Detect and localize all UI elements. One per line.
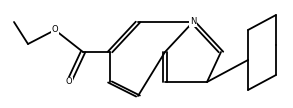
Text: O: O xyxy=(66,78,72,87)
Text: N: N xyxy=(190,17,196,26)
Text: O: O xyxy=(52,25,58,34)
